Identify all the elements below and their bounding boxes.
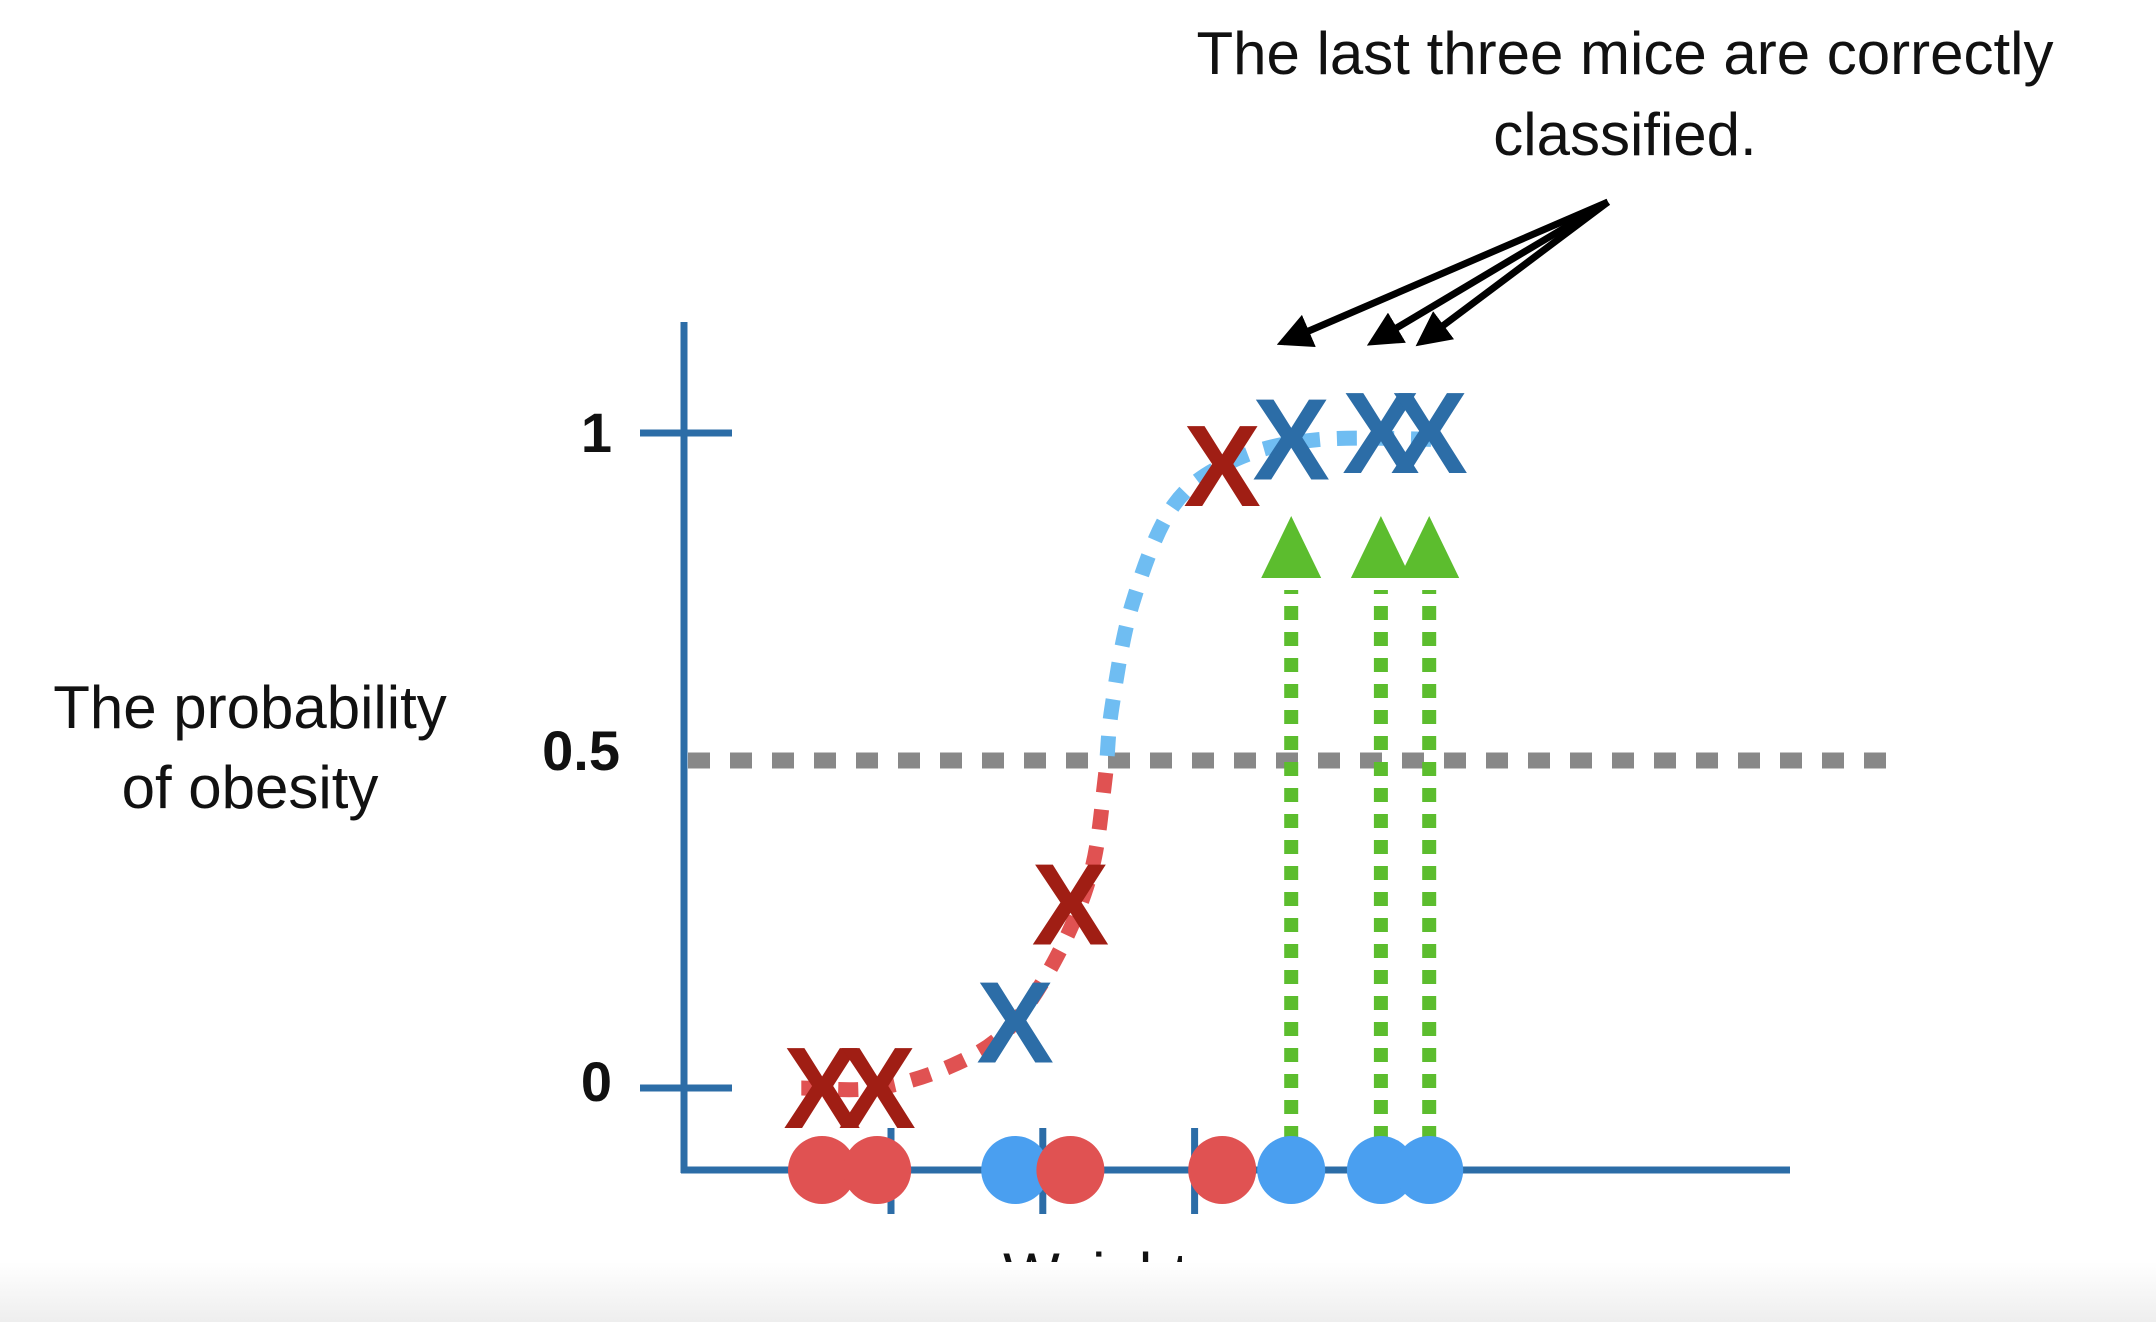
mouse-dot-6 [1257,1136,1326,1204]
mouse-x-marker-6: X [1253,375,1330,505]
mouse-x-marker-3: X [977,958,1054,1088]
pointer-arrow-1 [1276,198,1610,347]
mouse-x-marker-7: X [1342,368,1419,498]
mouse-dot-2 [843,1136,912,1204]
projection-arrowhead-3 [1399,516,1460,578]
mouse-x-marker-2: X [839,1023,916,1153]
mouse-dot-7 [1346,1136,1415,1204]
bottom-fade [0,1262,2156,1322]
y-axis-label-line-2: of obesity [122,754,379,821]
annotation-line-1: The last three mice are correctly [1197,20,2054,87]
mouse-x-marker-8: X [1391,368,1468,498]
projection-arrowhead-1 [1261,516,1322,578]
mouse-dot-5 [1188,1136,1257,1204]
y-tick-label-1: 1 [581,401,612,464]
mouse-x-marker-4: X [1032,840,1109,970]
logistic-curve-lower [801,760,1115,1098]
y-axis-label-line-1: The probability [53,674,447,741]
y-tick-label-0.5: 0.5 [542,719,620,782]
pointer-arrow-2 [1366,198,1610,346]
projection-arrowhead-2 [1350,516,1411,578]
mouse-dot-8 [1395,1136,1464,1204]
pointer-arrow-3 [1415,199,1611,347]
annotation-line-2: classified. [1493,101,1756,168]
mouse-x-marker-1: X [783,1023,860,1153]
mouse-dot-4 [1036,1136,1105,1204]
mouse-dot-3 [981,1136,1050,1204]
logistic-curve-upper [1099,430,1444,761]
y-tick-label-0: 0 [581,1050,612,1113]
mouse-x-marker-5: X [1184,401,1261,531]
mouse-dot-1 [788,1136,856,1204]
